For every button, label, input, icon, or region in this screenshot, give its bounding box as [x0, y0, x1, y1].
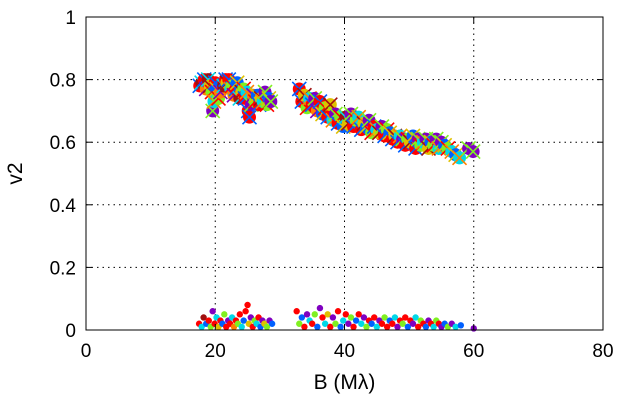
data-point [352, 317, 360, 324]
y-tick-label: 0.2 [50, 258, 76, 279]
data-point [301, 323, 308, 331]
data-point [337, 323, 344, 331]
data-point [381, 314, 388, 321]
data-point [316, 304, 324, 312]
data-point [422, 323, 430, 331]
y-tick-label: 1 [65, 8, 76, 29]
data-point [409, 320, 417, 327]
data-point [205, 317, 212, 324]
data-point [371, 314, 378, 321]
data-point [244, 301, 251, 309]
data-point [389, 320, 396, 327]
high-series [192, 72, 481, 166]
x-tick-label: 40 [334, 341, 355, 362]
x-tick-label: 0 [81, 341, 92, 362]
data-point [319, 314, 326, 321]
data-point [200, 314, 207, 321]
data-point [240, 317, 247, 324]
y-axis-label: v2 [4, 162, 27, 184]
data-points [192, 72, 481, 332]
data-point [242, 308, 249, 315]
data-point [345, 320, 352, 327]
data-point [329, 314, 337, 321]
y-tick-label: 0.6 [50, 133, 76, 154]
data-point [457, 322, 465, 329]
data-point [198, 323, 205, 331]
data-point [414, 323, 422, 331]
data-point [391, 314, 399, 321]
data-point [221, 311, 228, 318]
data-point [296, 320, 303, 327]
data-point [238, 323, 245, 331]
data-point [308, 320, 316, 327]
data-point [360, 314, 368, 321]
axis-ticks: 0 20 40 60 80 0 0.2 0.4 0.6 0.8 1 [50, 8, 614, 362]
data-point [355, 311, 362, 318]
data-point [412, 314, 419, 321]
y-tick-label: 0 [65, 321, 76, 342]
data-point [347, 314, 355, 321]
y-tick-label: 0.8 [50, 71, 76, 92]
data-point [263, 93, 279, 110]
data-point [311, 311, 318, 318]
data-point [241, 109, 258, 125]
data-point [342, 311, 349, 318]
data-point [404, 323, 412, 331]
data-point [327, 323, 334, 331]
data-point [209, 308, 216, 315]
data-point [340, 317, 347, 324]
data-point [268, 320, 276, 327]
x-tick-label: 80 [592, 341, 613, 362]
grid [86, 17, 603, 330]
data-point [314, 323, 321, 331]
x-axis-label: B (Mλ) [314, 371, 376, 394]
data-point [358, 320, 365, 327]
data-point [303, 311, 311, 318]
data-point [321, 320, 329, 327]
x-tick-label: 60 [463, 341, 484, 362]
low-series [195, 301, 477, 332]
data-point [399, 320, 406, 327]
data-point [402, 314, 409, 321]
data-point [350, 323, 357, 331]
data-point [324, 311, 331, 318]
data-point [430, 323, 437, 331]
data-point [383, 323, 391, 331]
x-tick-label: 20 [205, 341, 226, 362]
data-point [363, 323, 370, 331]
data-point [263, 323, 271, 331]
data-point [236, 311, 244, 318]
data-point [394, 323, 401, 331]
data-point [332, 320, 339, 327]
data-point [334, 308, 342, 315]
data-point [465, 144, 481, 160]
data-point [373, 323, 381, 331]
y-tick-label: 0.4 [50, 196, 77, 217]
data-point [452, 323, 459, 331]
data-point [298, 314, 306, 321]
data-point [368, 320, 375, 327]
data-point [293, 308, 300, 315]
data-point [378, 320, 386, 327]
